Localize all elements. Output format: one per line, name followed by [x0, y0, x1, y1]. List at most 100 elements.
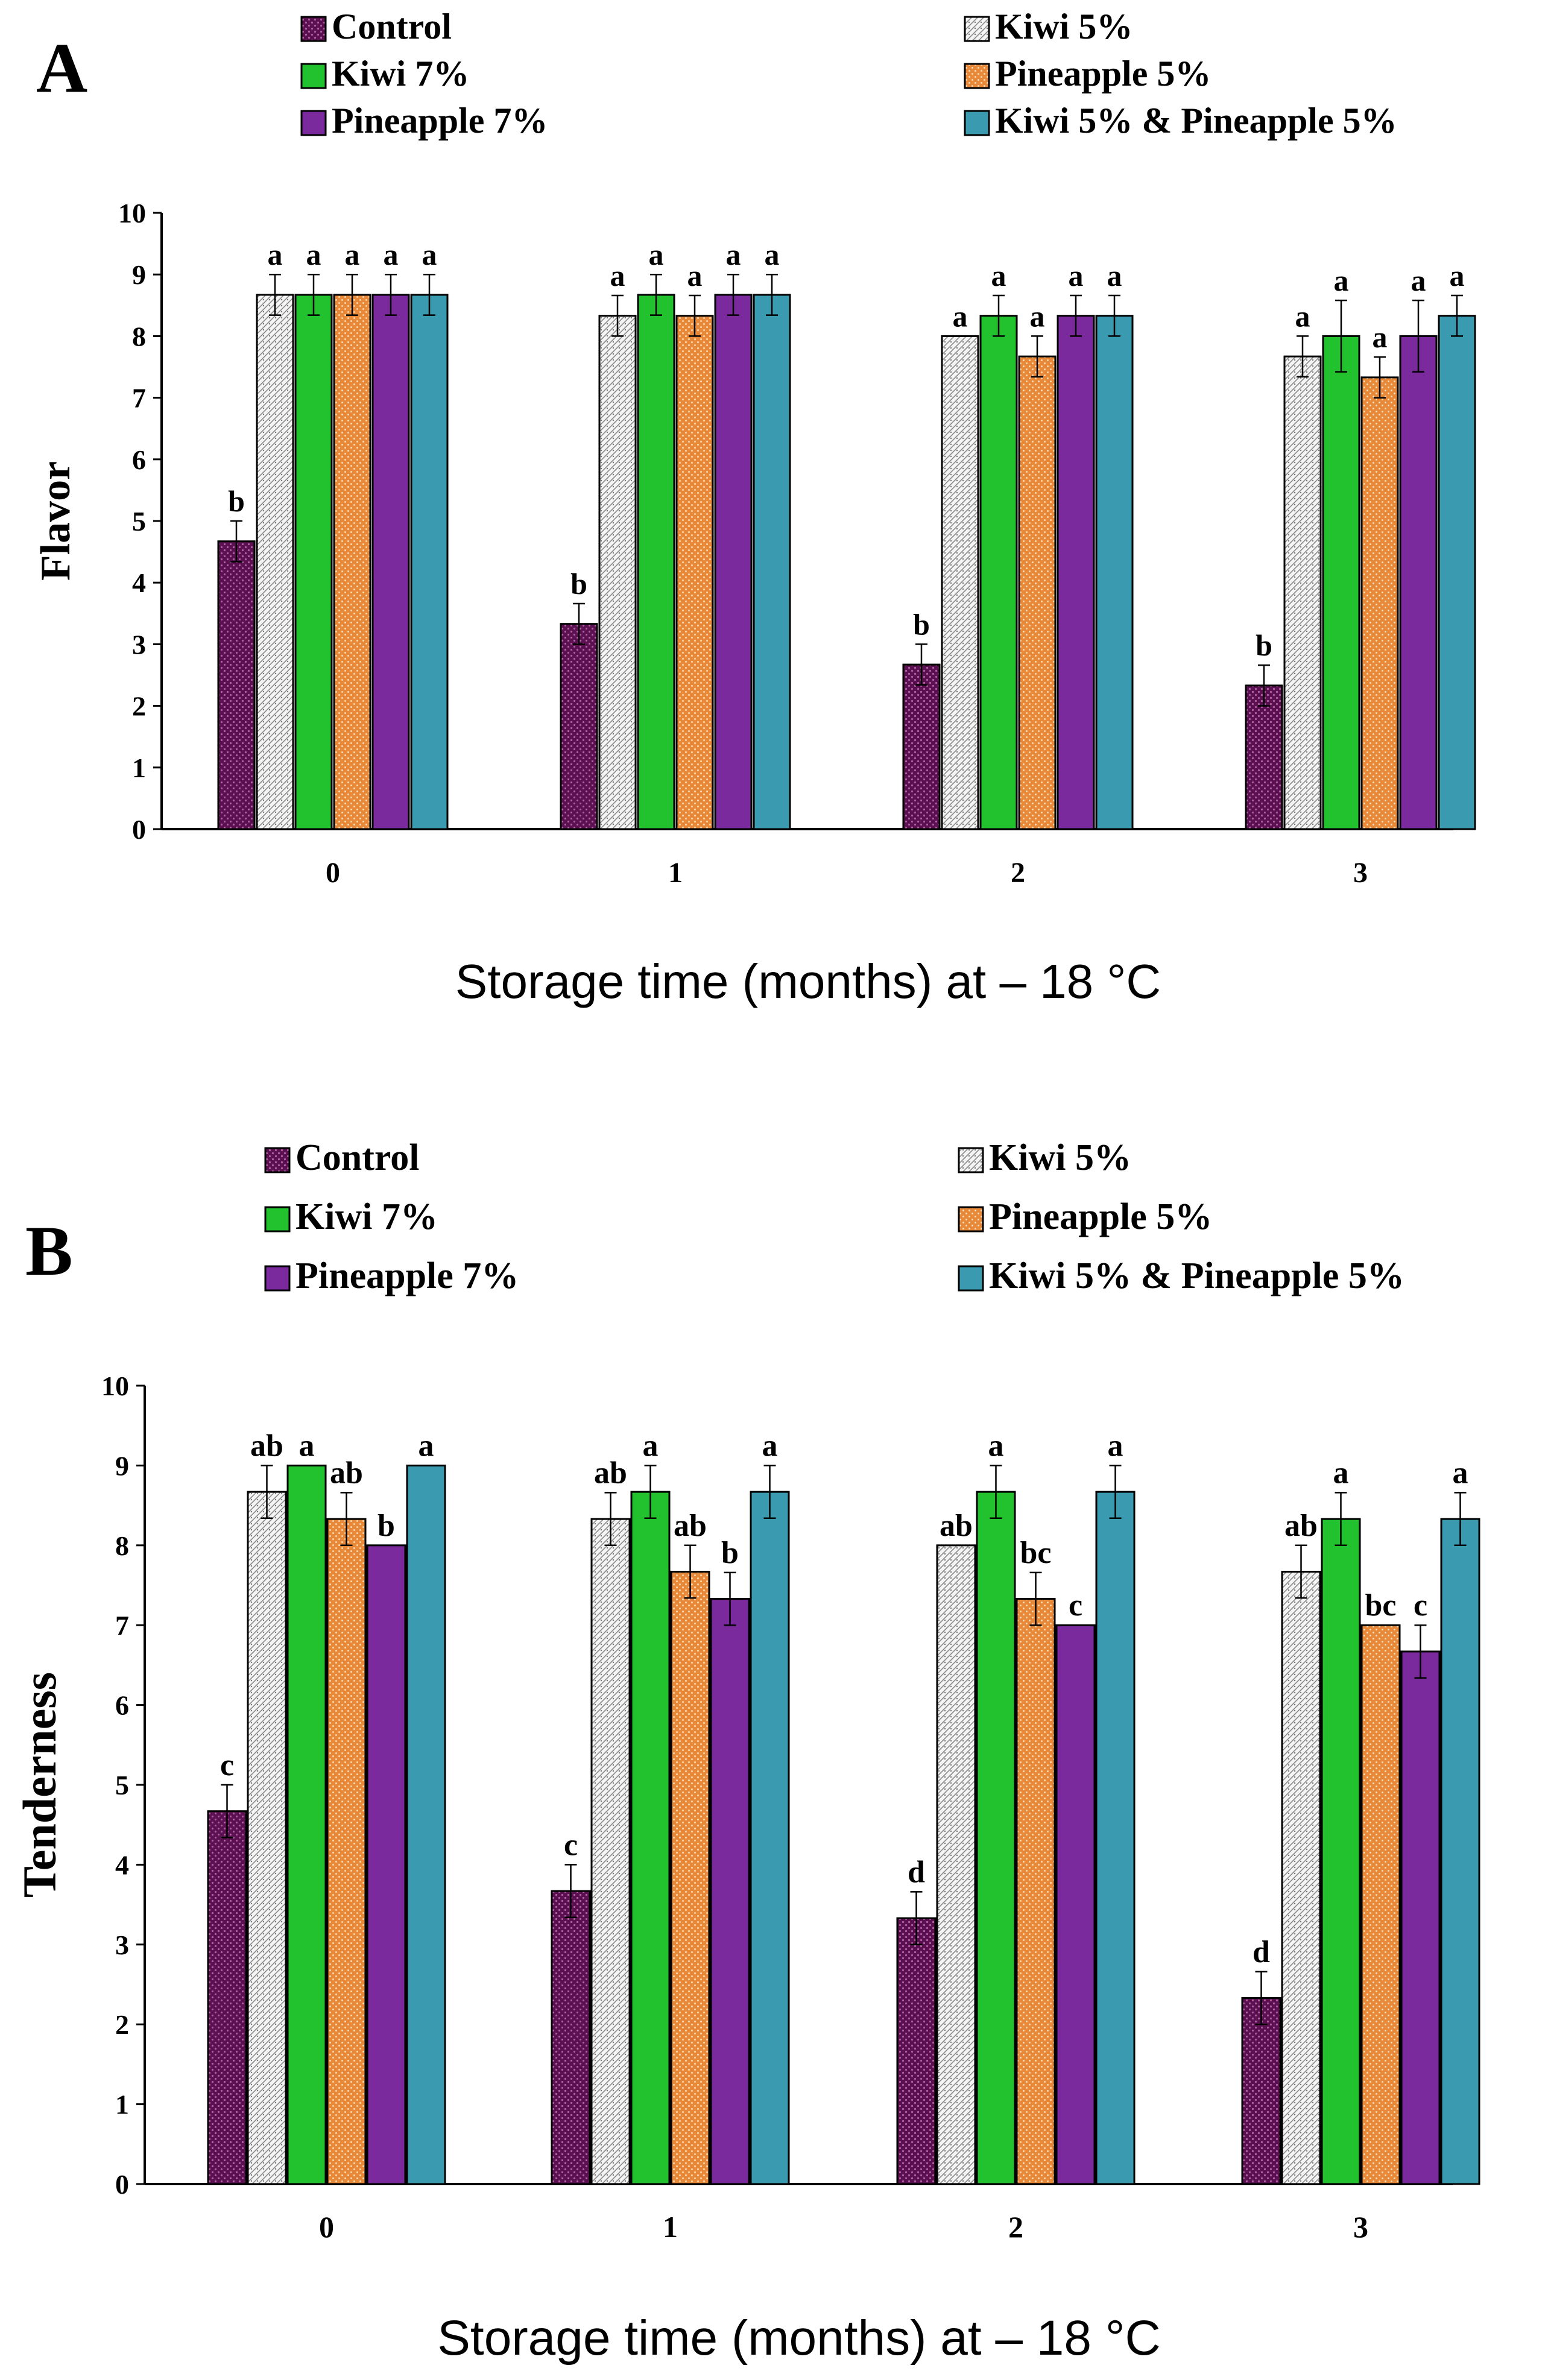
- significance-label: a: [953, 299, 968, 333]
- legend-label: Control: [295, 1137, 420, 1178]
- bar: [936, 1544, 976, 2185]
- bar: [590, 1518, 631, 2185]
- y-tick-label: 7: [115, 1610, 129, 1641]
- bar: [714, 294, 753, 830]
- legend-label: Kiwi 5% & Pineapple 5%: [995, 101, 1397, 140]
- bar: [1016, 1598, 1056, 2185]
- x-tick-label: 3: [1353, 857, 1368, 889]
- x-tick-label: 2: [1011, 857, 1025, 889]
- bar: [406, 1464, 446, 2185]
- significance-label: a: [988, 1428, 1004, 1463]
- significance-label: d: [908, 1855, 925, 1889]
- legend-swatch: [958, 1147, 984, 1173]
- bars: [217, 294, 1476, 830]
- x-axis-label: Storage time (months) at – 18 °C: [455, 955, 1161, 1008]
- bar: [551, 1890, 591, 2185]
- significance-label: a: [1295, 299, 1310, 333]
- x-ticks: 0 1 2 3: [319, 2210, 1368, 2244]
- bar: [630, 1491, 671, 2185]
- significance-label: a: [762, 1428, 778, 1463]
- bar: [1283, 355, 1322, 830]
- significance-label: bc: [1365, 1588, 1397, 1623]
- bar: [371, 294, 410, 830]
- significance-label: a: [687, 259, 703, 292]
- y-tick-label: 4: [132, 567, 146, 598]
- y-tick-label: 3: [115, 1930, 129, 1960]
- significance-label: a: [610, 259, 625, 292]
- bar: [1438, 315, 1476, 830]
- bar: [896, 1917, 937, 2185]
- significance-label: c: [220, 1748, 234, 1782]
- significance-label: a: [1450, 259, 1465, 292]
- y-tick-label: 9: [132, 259, 146, 290]
- bar: [1399, 335, 1438, 830]
- panel-label: B: [25, 1211, 73, 1290]
- legend-swatch: [264, 1265, 291, 1292]
- legend-swatch: [300, 110, 327, 136]
- bar: [753, 294, 791, 830]
- significance-label: b: [1256, 628, 1272, 662]
- bar: [675, 315, 714, 830]
- bar: [710, 1598, 750, 2185]
- x-tick-label: 0: [319, 2210, 334, 2244]
- significance-label: b: [378, 1509, 395, 1543]
- legend-swatch: [264, 1206, 291, 1233]
- significance-label: a: [643, 1428, 659, 1463]
- error-bars: [230, 273, 1463, 707]
- legend: Control Kiwi 5% Kiwi 7% Pineapple 5% Pineapp…: [300, 7, 1397, 140]
- significance-label: b: [913, 607, 930, 641]
- legend-label: Pineapple 7%: [295, 1255, 519, 1296]
- y-tick-label: 10: [118, 198, 146, 229]
- legend-swatch: [958, 1265, 984, 1292]
- y-tick-label: 5: [132, 506, 146, 537]
- bar: [1360, 1624, 1401, 2185]
- y-axis-label: Tenderness: [13, 1672, 66, 1898]
- significance-label: a: [299, 1428, 315, 1463]
- significance-label: a: [765, 238, 780, 271]
- bar: [637, 294, 675, 830]
- legend-label: Kiwi 7%: [332, 54, 469, 93]
- bar: [256, 294, 294, 830]
- bar: [247, 1491, 287, 2185]
- y-tick-label: 5: [115, 1770, 129, 1801]
- significance-label: a: [384, 238, 399, 271]
- x-tick-label: 0: [326, 857, 340, 889]
- error-bars: [221, 1465, 1467, 2025]
- legend-label: Pineapple 5%: [989, 1196, 1212, 1237]
- y-tick-label: 2: [115, 2009, 129, 2040]
- x-tick-label: 1: [663, 2210, 678, 2244]
- significance-label: a: [306, 238, 321, 271]
- x-axis-label: Storage time (months) at – 18 °C: [437, 2311, 1161, 2366]
- bar: [207, 1810, 247, 2185]
- significance-label: ab: [1284, 1509, 1318, 1543]
- significance-label: a: [1108, 1428, 1123, 1463]
- significance-label: c: [1069, 1588, 1082, 1623]
- bar: [1245, 684, 1283, 830]
- significance-label: a: [419, 1428, 434, 1463]
- bar: [1095, 315, 1134, 830]
- significance-label: a: [345, 238, 360, 271]
- bar: [560, 623, 598, 830]
- significance-label: a: [1334, 264, 1349, 297]
- bar: [366, 1544, 406, 2185]
- y-tick-label: 1: [115, 2089, 129, 2120]
- significance-label: ab: [330, 1456, 363, 1490]
- significance-label: a: [1030, 299, 1045, 333]
- bar: [750, 1491, 790, 2185]
- significance-label: a: [1453, 1456, 1468, 1490]
- panel-b: B Control Kiwi 5% Kiwi 7% Pineapple 5% Pinea…: [13, 1137, 1480, 2366]
- y-tick-label: 8: [115, 1530, 129, 1561]
- legend-swatch: [958, 1206, 984, 1233]
- x-tick-label: 1: [668, 857, 683, 889]
- significance-label: a: [1333, 1456, 1349, 1490]
- bar: [1440, 1518, 1480, 2185]
- bar: [1057, 315, 1095, 830]
- y-ticks: 0 1 2 3 4 5 6 7 8 9 10: [118, 198, 162, 845]
- significance-label: a: [991, 259, 1006, 292]
- panel-a: A Control Kiwi 5% Kiwi 7% Pineapple 5% Pinea…: [33, 7, 1476, 1008]
- bar: [976, 1491, 1016, 2185]
- bars: [207, 1464, 1480, 2185]
- y-tick-label: 4: [115, 1849, 129, 1880]
- bar: [1322, 335, 1360, 830]
